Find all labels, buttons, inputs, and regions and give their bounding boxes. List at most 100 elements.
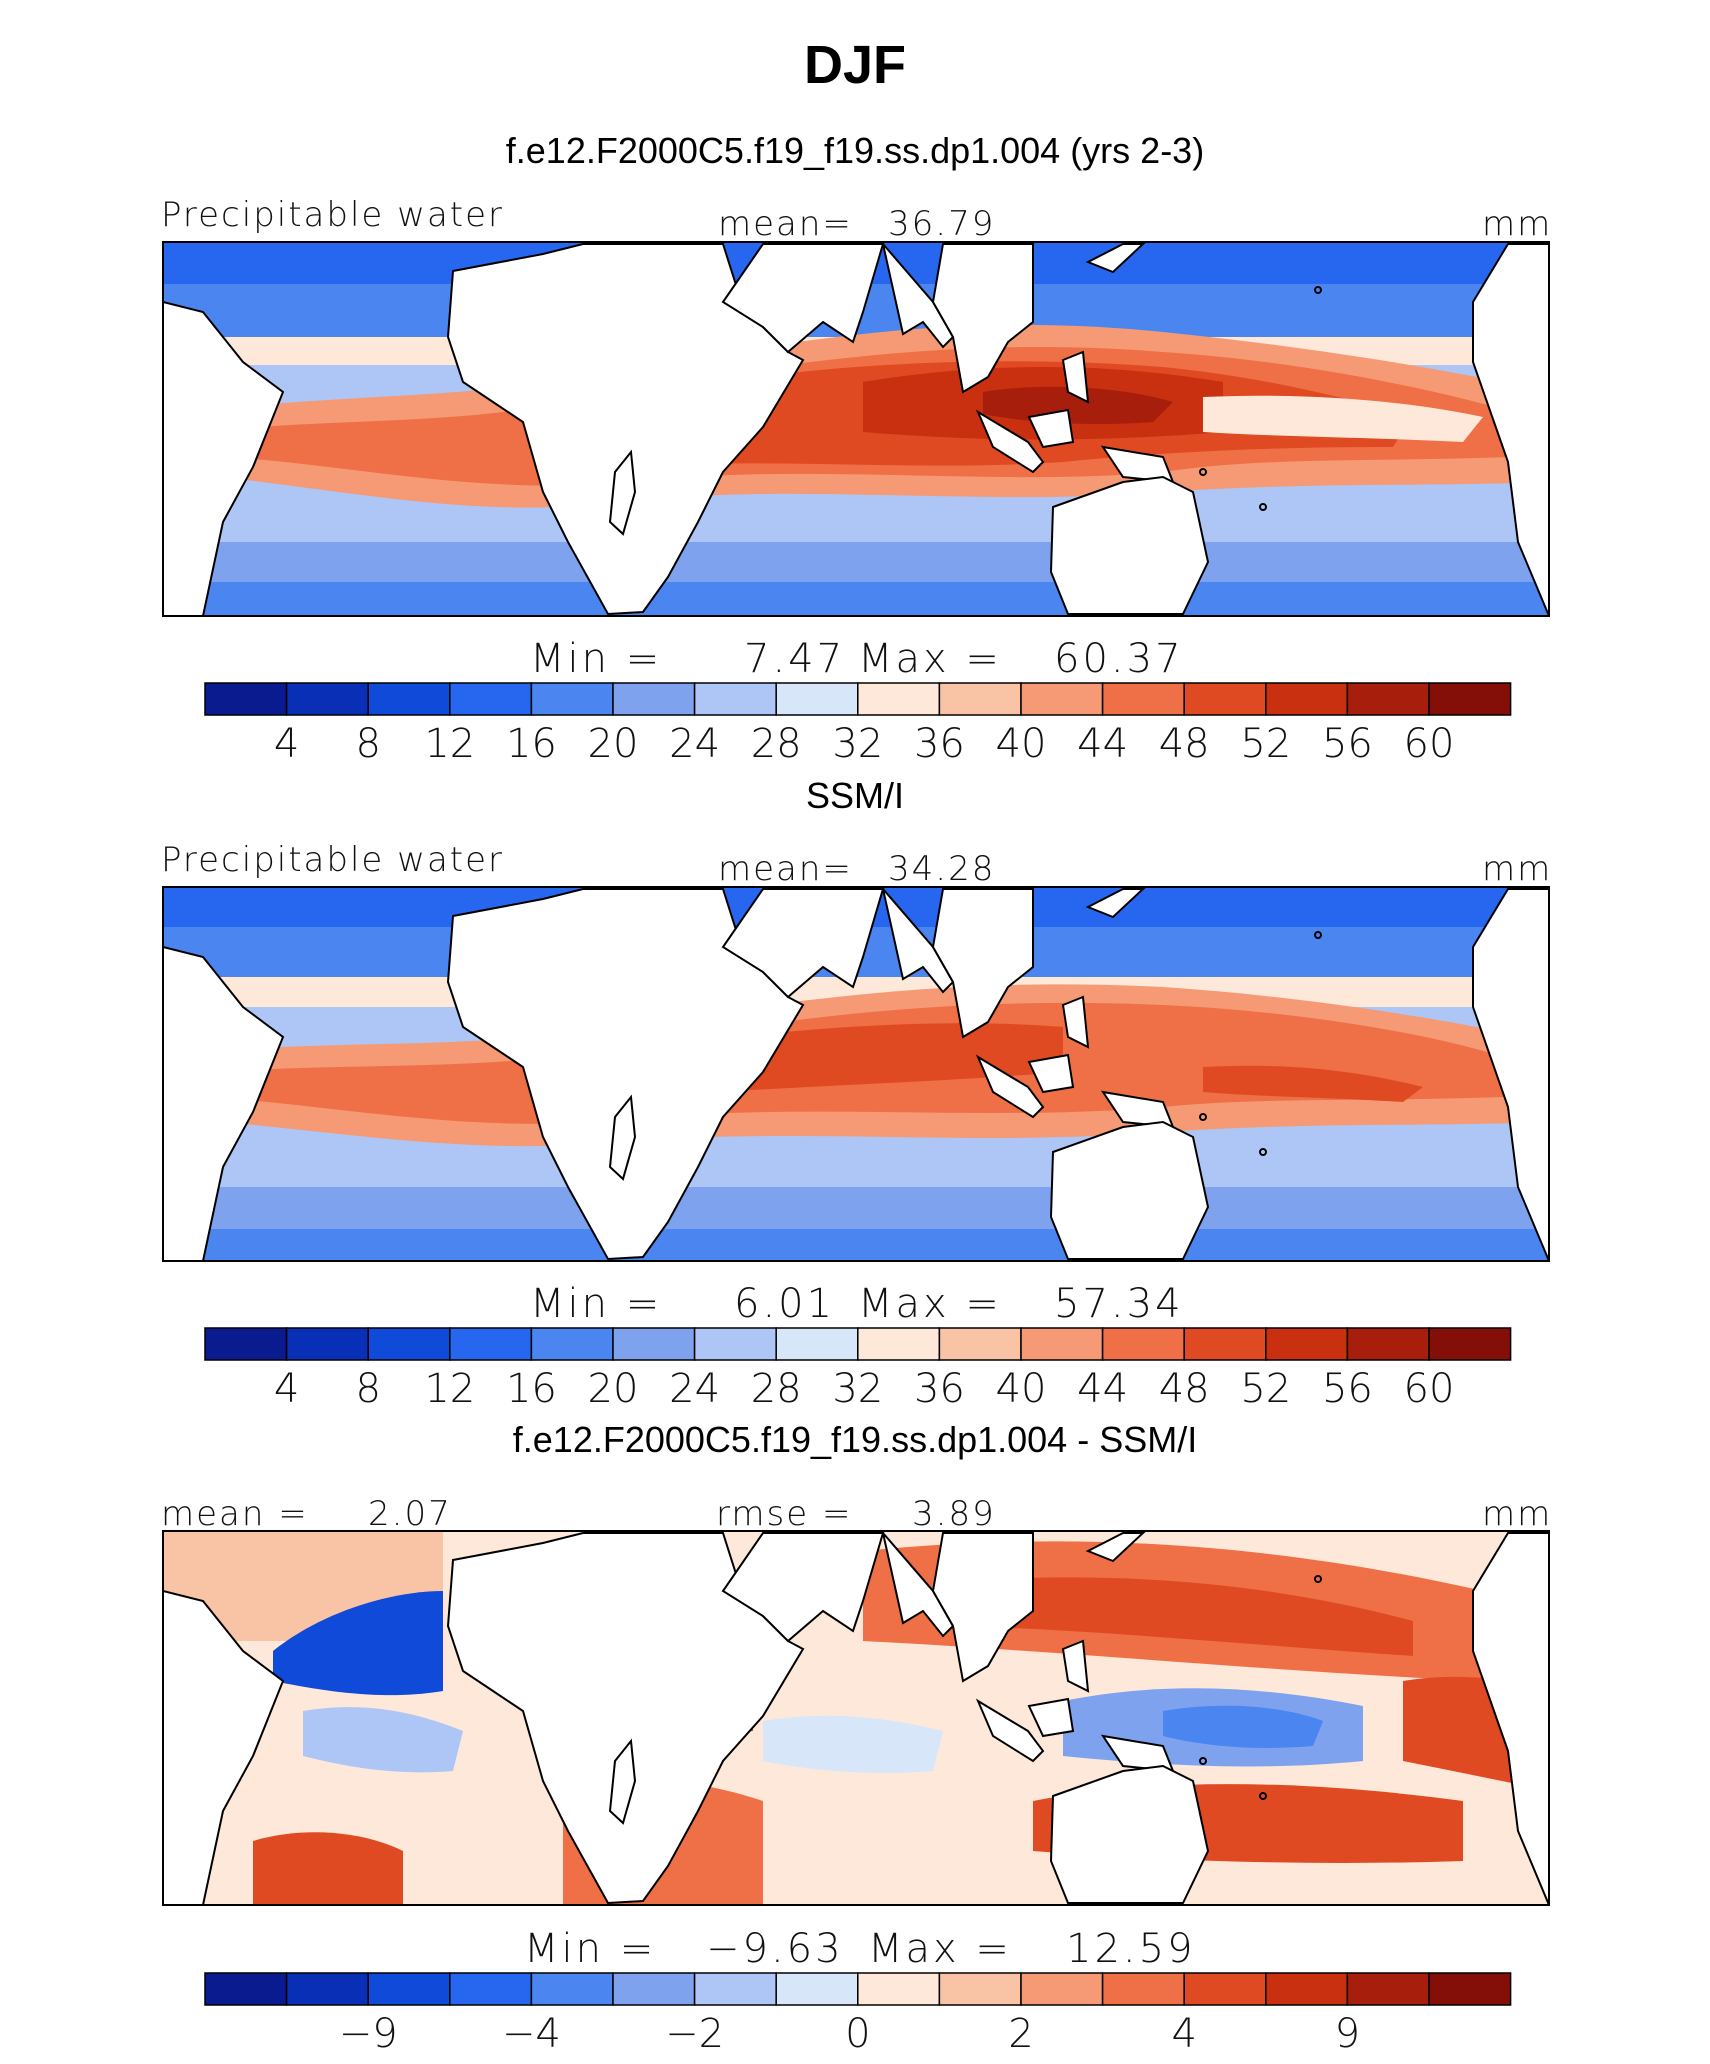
panel-1-mean-label: mean= xyxy=(718,204,853,244)
colorbar-tick-label: 20 xyxy=(588,721,639,767)
panel-1-min-value: 7.47 xyxy=(744,636,846,682)
panel-1-mean-value: 36.79 xyxy=(888,204,996,244)
colorbar-swatch xyxy=(449,682,533,716)
panel-1-units: mm xyxy=(1482,204,1553,244)
panel-2-max-value: 57.34 xyxy=(1054,1281,1184,1327)
colorbar-swatch xyxy=(938,1972,1022,2006)
colorbar-tick-label: 40 xyxy=(996,1366,1047,1412)
colorbar-tick-label: 20 xyxy=(588,1366,639,1412)
colorbar-swatch xyxy=(612,1327,696,1361)
panel-2-mean-label: mean= xyxy=(718,849,853,889)
panel-3-units: mm xyxy=(1482,1494,1553,1534)
colorbar-tick-label: 40 xyxy=(996,721,1047,767)
colorbar-tick-label: 4 xyxy=(274,721,299,767)
colorbar-tick-label: 0 xyxy=(845,2011,870,2057)
colorbar-swatch xyxy=(1346,1972,1430,2006)
panel-1-min-label: Min = xyxy=(530,636,663,682)
panel-3-min-label: Min = xyxy=(524,1926,657,1972)
colorbar-swatch xyxy=(204,1327,288,1361)
colorbar-swatch xyxy=(285,682,369,716)
colorbar-swatch xyxy=(449,1327,533,1361)
colorbar-swatch xyxy=(693,1327,777,1361)
colorbar-swatch xyxy=(1183,1972,1267,2006)
panel-3-max-label: Max = xyxy=(868,1926,1012,1972)
main-title: DJF xyxy=(803,35,906,95)
colorbar-tick-label: −9 xyxy=(339,2011,398,2057)
colorbar-tick-label: 44 xyxy=(1077,1366,1128,1412)
colorbar-tick-label: 16 xyxy=(506,721,557,767)
panel-3-max-value: 12.59 xyxy=(1066,1926,1196,1972)
colorbar-tick-label: 36 xyxy=(914,721,965,767)
colorbar-tick-label: 12 xyxy=(424,721,475,767)
colorbar-swatch xyxy=(367,682,451,716)
panel-2-mean-value: 34.28 xyxy=(888,849,996,889)
colorbar-tick-label: 52 xyxy=(1240,1366,1291,1412)
colorbar-swatch xyxy=(530,1327,614,1361)
colorbar-tick-label: 12 xyxy=(424,1366,475,1412)
panel-3-rmse-value: 3.89 xyxy=(912,1494,996,1534)
colorbar-swatch xyxy=(285,1972,369,2006)
colorbar-tick-label: 60 xyxy=(1404,1366,1455,1412)
panel-3-mean-label: mean = xyxy=(161,1494,309,1534)
panel-1-title: f.e12.F2000C5.f19_f19.ss.dp1.004 (yrs 2-… xyxy=(505,130,1205,171)
panel-1-max-value: 60.37 xyxy=(1054,636,1184,682)
panel-1-max-label: Max = xyxy=(858,636,1002,682)
colorbar-swatch xyxy=(1346,682,1430,716)
panel-2-map xyxy=(162,886,1550,1262)
colorbar-tick-label: 4 xyxy=(1171,2011,1196,2057)
colorbar-swatch xyxy=(1265,682,1349,716)
panel-2-min-label: Min = xyxy=(530,1281,663,1327)
panel-3-colorbar: −9 −4 −2 0 2 4 9 xyxy=(204,1972,1512,2057)
colorbar-swatch xyxy=(693,682,777,716)
colorbar-swatch xyxy=(1020,682,1104,716)
colorbar-swatch xyxy=(1101,1327,1185,1361)
colorbar-swatch xyxy=(367,1327,451,1361)
colorbar-tick-label: 52 xyxy=(1240,721,1291,767)
colorbar-swatch xyxy=(938,1327,1022,1361)
colorbar-swatch xyxy=(530,682,614,716)
colorbar-tick-label: 36 xyxy=(914,1366,965,1412)
colorbar-tick-label: 60 xyxy=(1404,721,1455,767)
colorbar-swatch xyxy=(1265,1327,1349,1361)
colorbar-tick-label: 56 xyxy=(1322,1366,1373,1412)
panel-3-mean-value: 2.07 xyxy=(368,1494,452,1534)
panel-1-colorbar: 4 8 12 16 20 24 28 32 36 40 44 48 52 56 60 xyxy=(204,682,1512,767)
colorbar-tick-label: 24 xyxy=(669,1366,720,1412)
colorbar-tick-label: 9 xyxy=(1335,2011,1360,2057)
colorbar-swatch xyxy=(775,682,859,716)
colorbar-swatch xyxy=(1265,1972,1349,2006)
colorbar-swatch xyxy=(1101,682,1185,716)
colorbar-swatch xyxy=(775,1972,859,2006)
panel-3-map xyxy=(162,1530,1550,1906)
colorbar-tick-label: −4 xyxy=(502,2011,561,2057)
panel-3-min-value: −9.63 xyxy=(706,1926,844,1972)
colorbar-swatch xyxy=(775,1327,859,1361)
colorbar-swatch xyxy=(1183,1327,1267,1361)
colorbar-swatch xyxy=(1020,1972,1104,2006)
colorbar-swatch xyxy=(612,682,696,716)
colorbar-tick-label: 8 xyxy=(355,721,380,767)
colorbar-tick-label: −2 xyxy=(665,2011,724,2057)
colorbar-tick-label: 8 xyxy=(355,1366,380,1412)
colorbar-tick-label: 24 xyxy=(669,721,720,767)
colorbar-tick-label: 48 xyxy=(1159,1366,1210,1412)
colorbar-swatch xyxy=(285,1327,369,1361)
colorbar-tick-label: 48 xyxy=(1159,721,1210,767)
panel-2-max-label: Max = xyxy=(858,1281,1002,1327)
panel-1-map xyxy=(162,241,1550,617)
colorbar-tick-label: 2 xyxy=(1008,2011,1033,2057)
panel-2-title: SSM/I xyxy=(805,775,904,816)
colorbar-tick-label: 32 xyxy=(832,721,883,767)
panel-2-min-value: 6.01 xyxy=(734,1281,836,1327)
colorbar-swatch xyxy=(204,682,288,716)
colorbar-swatch xyxy=(857,1972,941,2006)
colorbar-swatch xyxy=(530,1972,614,2006)
colorbar-swatch xyxy=(1428,1327,1512,1361)
colorbar-swatch xyxy=(367,1972,451,2006)
colorbar-swatch xyxy=(612,1972,696,2006)
panel-1-variable-label: Precipitable water xyxy=(161,195,505,235)
colorbar-swatch xyxy=(1346,1327,1430,1361)
panel-2-units: mm xyxy=(1482,849,1553,889)
colorbar-swatch xyxy=(938,682,1022,716)
panel-2-variable-label: Precipitable water xyxy=(161,840,505,880)
